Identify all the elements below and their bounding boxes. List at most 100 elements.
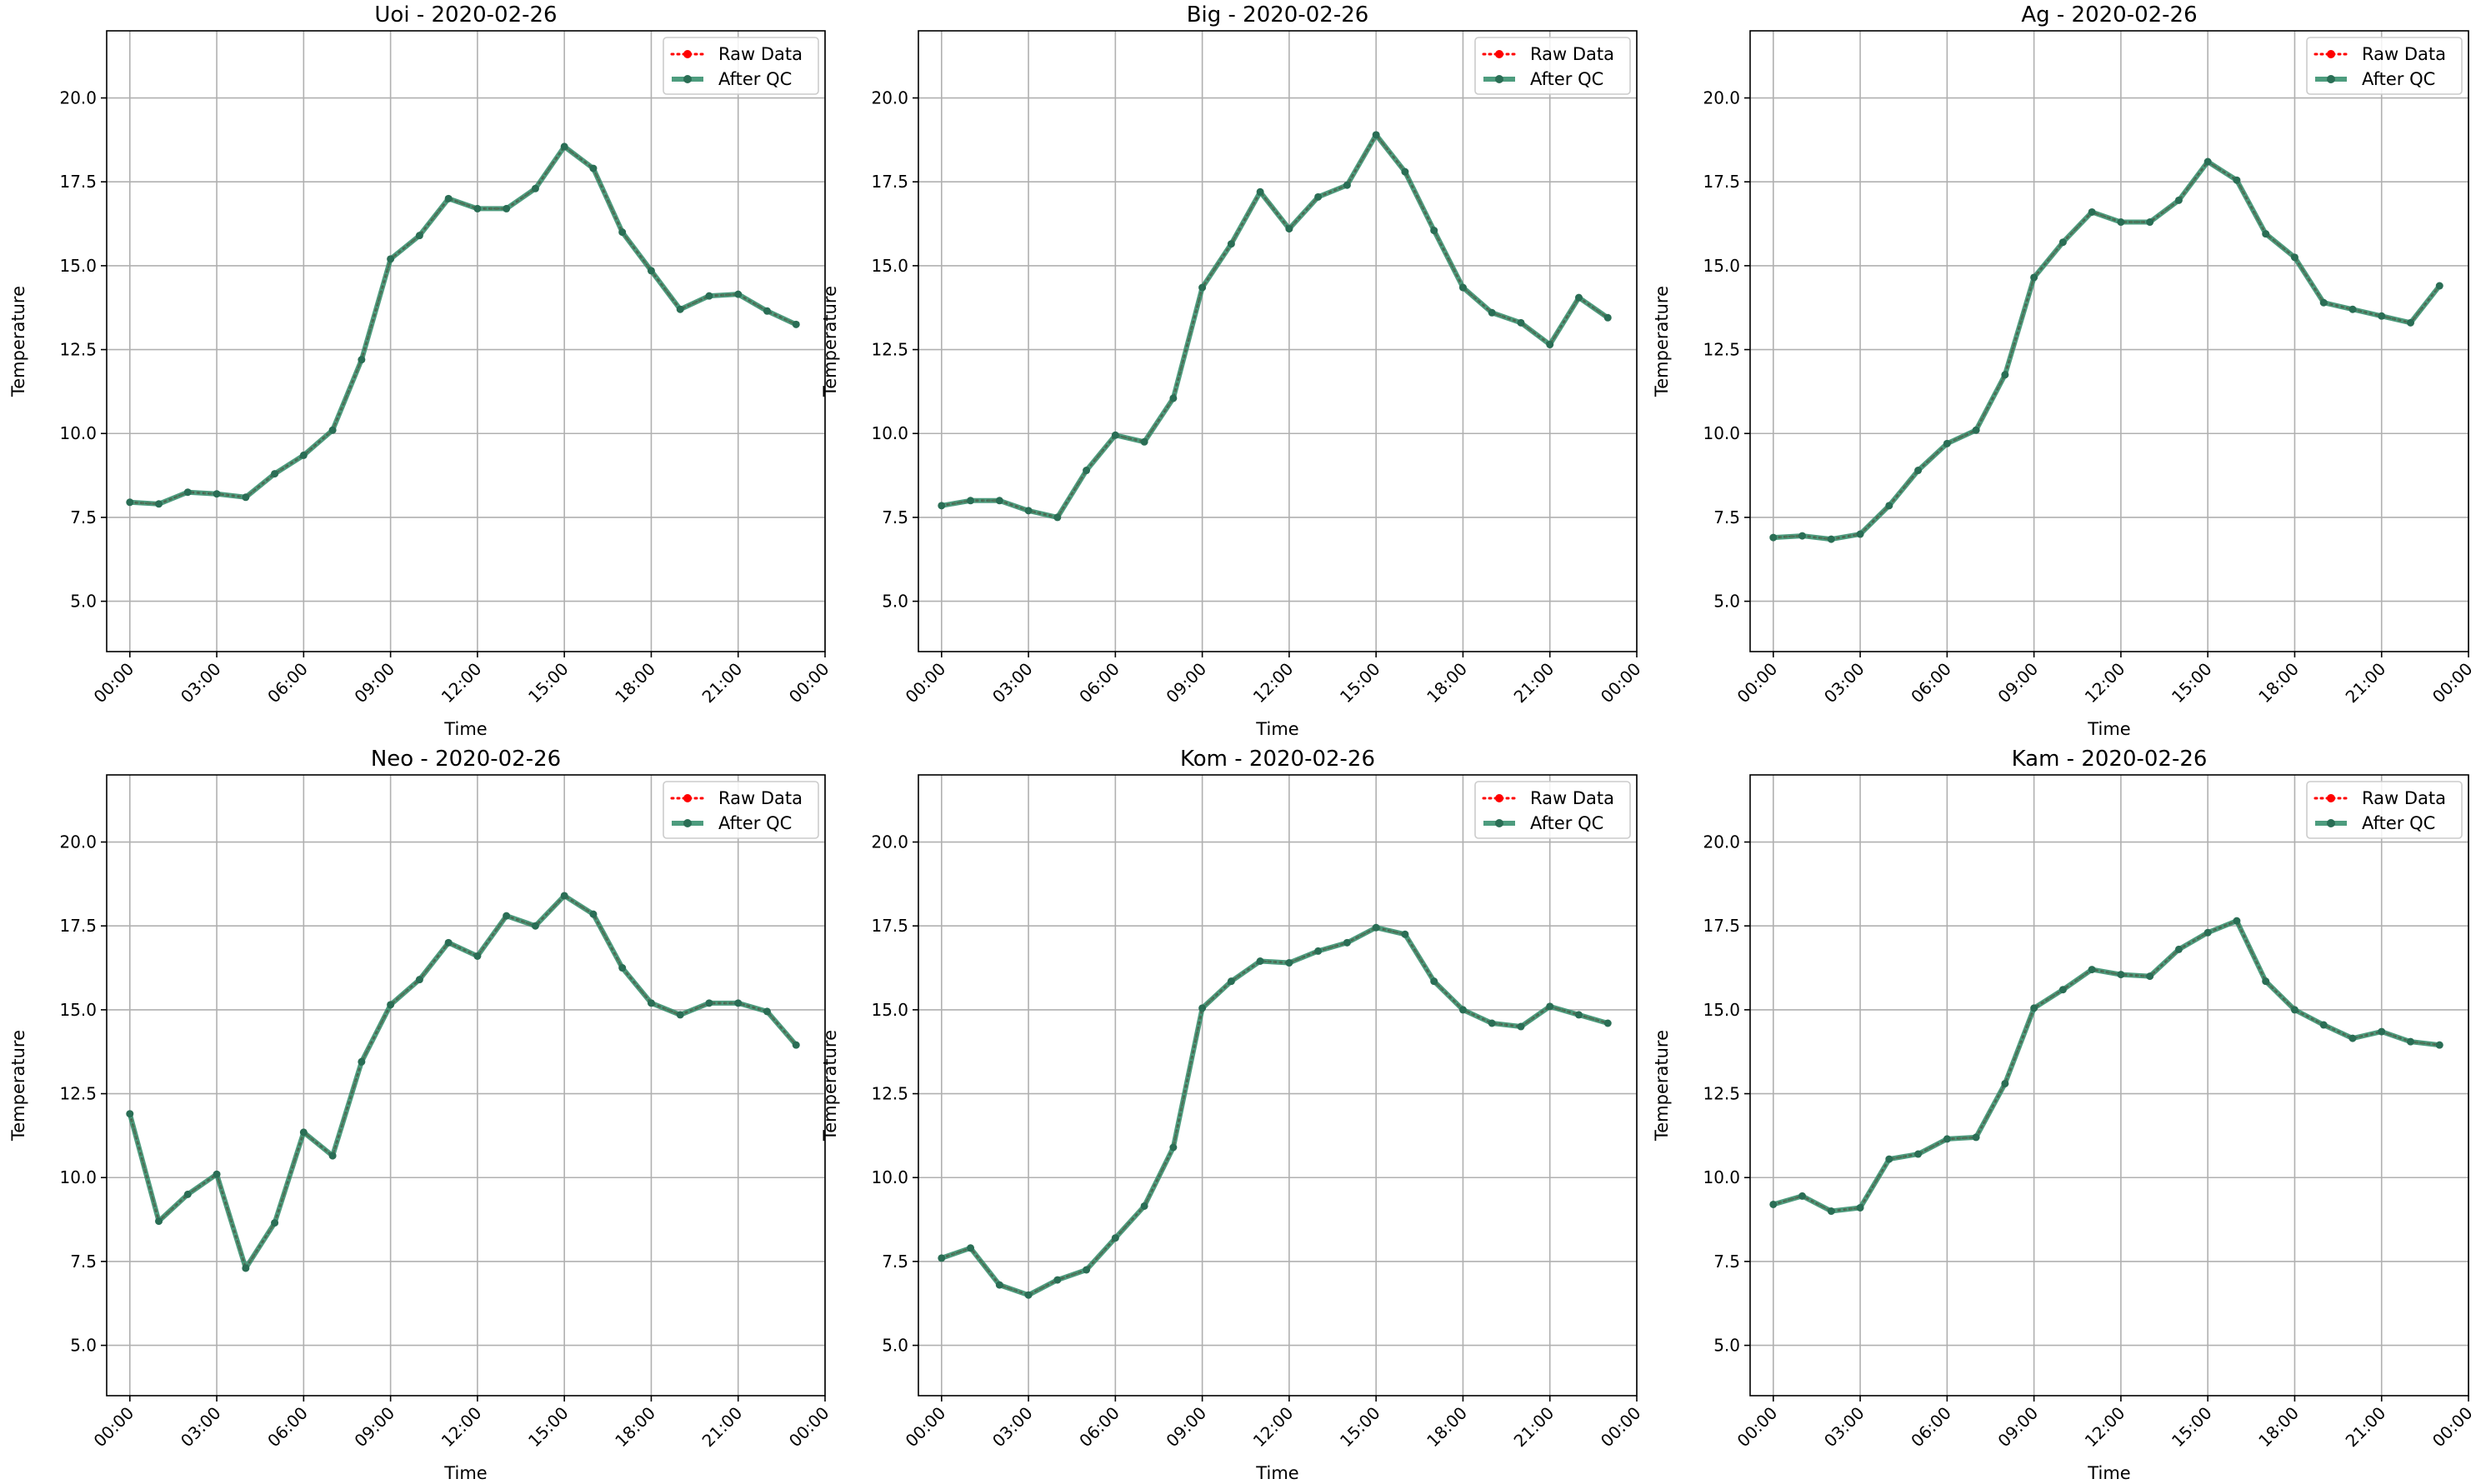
- after-qc-point: [473, 952, 482, 960]
- y-tick-label: 12.5: [59, 340, 97, 360]
- axes-frame: [918, 30, 1638, 652]
- axes-frame: [1749, 774, 2469, 1397]
- after-qc-point: [2030, 273, 2038, 282]
- after-qc-point: [415, 232, 423, 240]
- after-qc-line: [127, 892, 799, 1271]
- after-qc-point: [213, 1170, 221, 1178]
- after-qc-point: [676, 1011, 684, 1019]
- after-qc-point: [618, 964, 627, 972]
- after-qc-point: [2203, 157, 2212, 166]
- legend: Raw Data After QC: [1474, 37, 1631, 95]
- y-tick-label: 12.5: [871, 1084, 908, 1104]
- y-tick-label: 10.0: [59, 1167, 97, 1187]
- after-qc-point: [1827, 1207, 1835, 1216]
- after-qc-point: [444, 938, 453, 947]
- after-qc-point: [1111, 1234, 1119, 1242]
- after-qc-point: [2290, 1006, 2298, 1014]
- after-qc-point: [1198, 283, 1207, 292]
- y-tick-label: 20.0: [871, 88, 908, 108]
- y-axis-label: Temperature: [820, 1030, 840, 1142]
- y-tick-label: 7.5: [1713, 1252, 1740, 1272]
- legend-qc-marker: [1495, 75, 1503, 83]
- after-qc-point: [1798, 1192, 1807, 1200]
- y-tick-label: 15.0: [871, 256, 908, 276]
- after-qc-point: [1517, 1022, 1525, 1031]
- after-qc-point: [792, 320, 800, 328]
- x-axis-label: Time: [443, 719, 487, 739]
- after-qc-point: [1024, 507, 1033, 515]
- legend-raw-marker: [1495, 794, 1503, 802]
- legend: Raw Data After QC: [1474, 781, 1631, 839]
- legend-raw-marker: [1495, 50, 1503, 58]
- axes-frame: [918, 774, 1638, 1397]
- after-qc-point: [415, 976, 423, 984]
- y-tick-label: 20.0: [1703, 832, 1740, 852]
- after-qc-point: [1603, 313, 1612, 322]
- after-qc-point: [2348, 1034, 2357, 1042]
- after-qc-point: [271, 1219, 279, 1227]
- chart-title: Neo - 2020-02-26: [371, 747, 561, 772]
- legend-qc-label: After QC: [1530, 813, 1603, 833]
- after-qc-point: [1372, 131, 1380, 139]
- y-tick-label: 17.5: [59, 916, 97, 936]
- after-qc-point: [938, 502, 946, 510]
- after-qc-point: [1285, 959, 1293, 967]
- after-qc-line: [127, 143, 799, 507]
- after-qc-point: [1574, 293, 1583, 302]
- legend-qc-label: After QC: [718, 69, 792, 89]
- legend-raw-label: Raw Data: [1530, 44, 1614, 64]
- after-qc-point: [1769, 533, 1778, 542]
- after-qc-point: [1603, 1019, 1612, 1027]
- after-qc-point: [1169, 394, 1178, 402]
- axes-frame: [106, 774, 826, 1397]
- after-qc-point: [763, 307, 771, 315]
- y-tick-label: 7.5: [70, 1252, 97, 1272]
- y-tick-label: 20.0: [59, 88, 97, 108]
- after-qc-point: [1140, 1202, 1148, 1210]
- after-qc-point: [647, 999, 655, 1007]
- after-qc-line: [1770, 918, 2443, 1214]
- after-qc-point: [444, 194, 453, 202]
- y-tick-label: 17.5: [1703, 172, 1740, 192]
- x-tick-label: 15:00: [2168, 1403, 2216, 1452]
- raw-overlay-dots: [1773, 160, 2441, 541]
- y-tick-label: 17.5: [871, 172, 908, 192]
- x-tick-label: 00:00: [1733, 1403, 1782, 1452]
- y-tick-label: 20.0: [871, 832, 908, 852]
- after-qc-point: [155, 500, 163, 508]
- after-qc-point: [358, 1057, 366, 1066]
- y-tick-label: 5.0: [70, 1336, 97, 1356]
- y-tick-label: 7.5: [1713, 507, 1740, 527]
- after-qc-point: [2117, 218, 2125, 227]
- after-qc-point: [792, 1041, 800, 1049]
- legend-qc-marker: [2327, 75, 2335, 83]
- y-tick-label: 5.0: [70, 592, 97, 612]
- y-tick-label: 15.0: [1703, 1000, 1740, 1020]
- after-qc-point: [2406, 1037, 2414, 1046]
- chart-title: Ag - 2020-02-26: [2021, 2, 2197, 27]
- after-qc-point: [1401, 930, 1409, 938]
- legend-qc-label: After QC: [1530, 69, 1603, 89]
- after-qc-point: [2319, 1021, 2328, 1029]
- after-qc-point: [1169, 1143, 1178, 1152]
- after-qc-point: [1430, 977, 1438, 986]
- after-qc-point: [705, 999, 713, 1007]
- y-tick-label: 12.5: [1703, 340, 1740, 360]
- after-qc-point: [1574, 1011, 1583, 1019]
- after-qc-point: [2348, 305, 2357, 313]
- y-tick-label: 17.5: [1703, 916, 1740, 936]
- after-qc-point: [1856, 530, 1864, 538]
- series-after-qc: [1769, 157, 2443, 543]
- after-qc-point: [126, 498, 134, 507]
- after-qc-point: [2262, 230, 2270, 238]
- y-tick-label: 10.0: [871, 1167, 908, 1187]
- y-tick-label: 5.0: [882, 1336, 908, 1356]
- after-qc-point: [967, 1244, 975, 1252]
- after-qc-point: [1943, 439, 1951, 447]
- after-qc-point: [1943, 1135, 1951, 1143]
- after-qc-point: [155, 1217, 163, 1226]
- after-qc-point: [1458, 283, 1467, 292]
- y-tick-label: 20.0: [1703, 88, 1740, 108]
- y-axis-label: Temperature: [1652, 1030, 1672, 1142]
